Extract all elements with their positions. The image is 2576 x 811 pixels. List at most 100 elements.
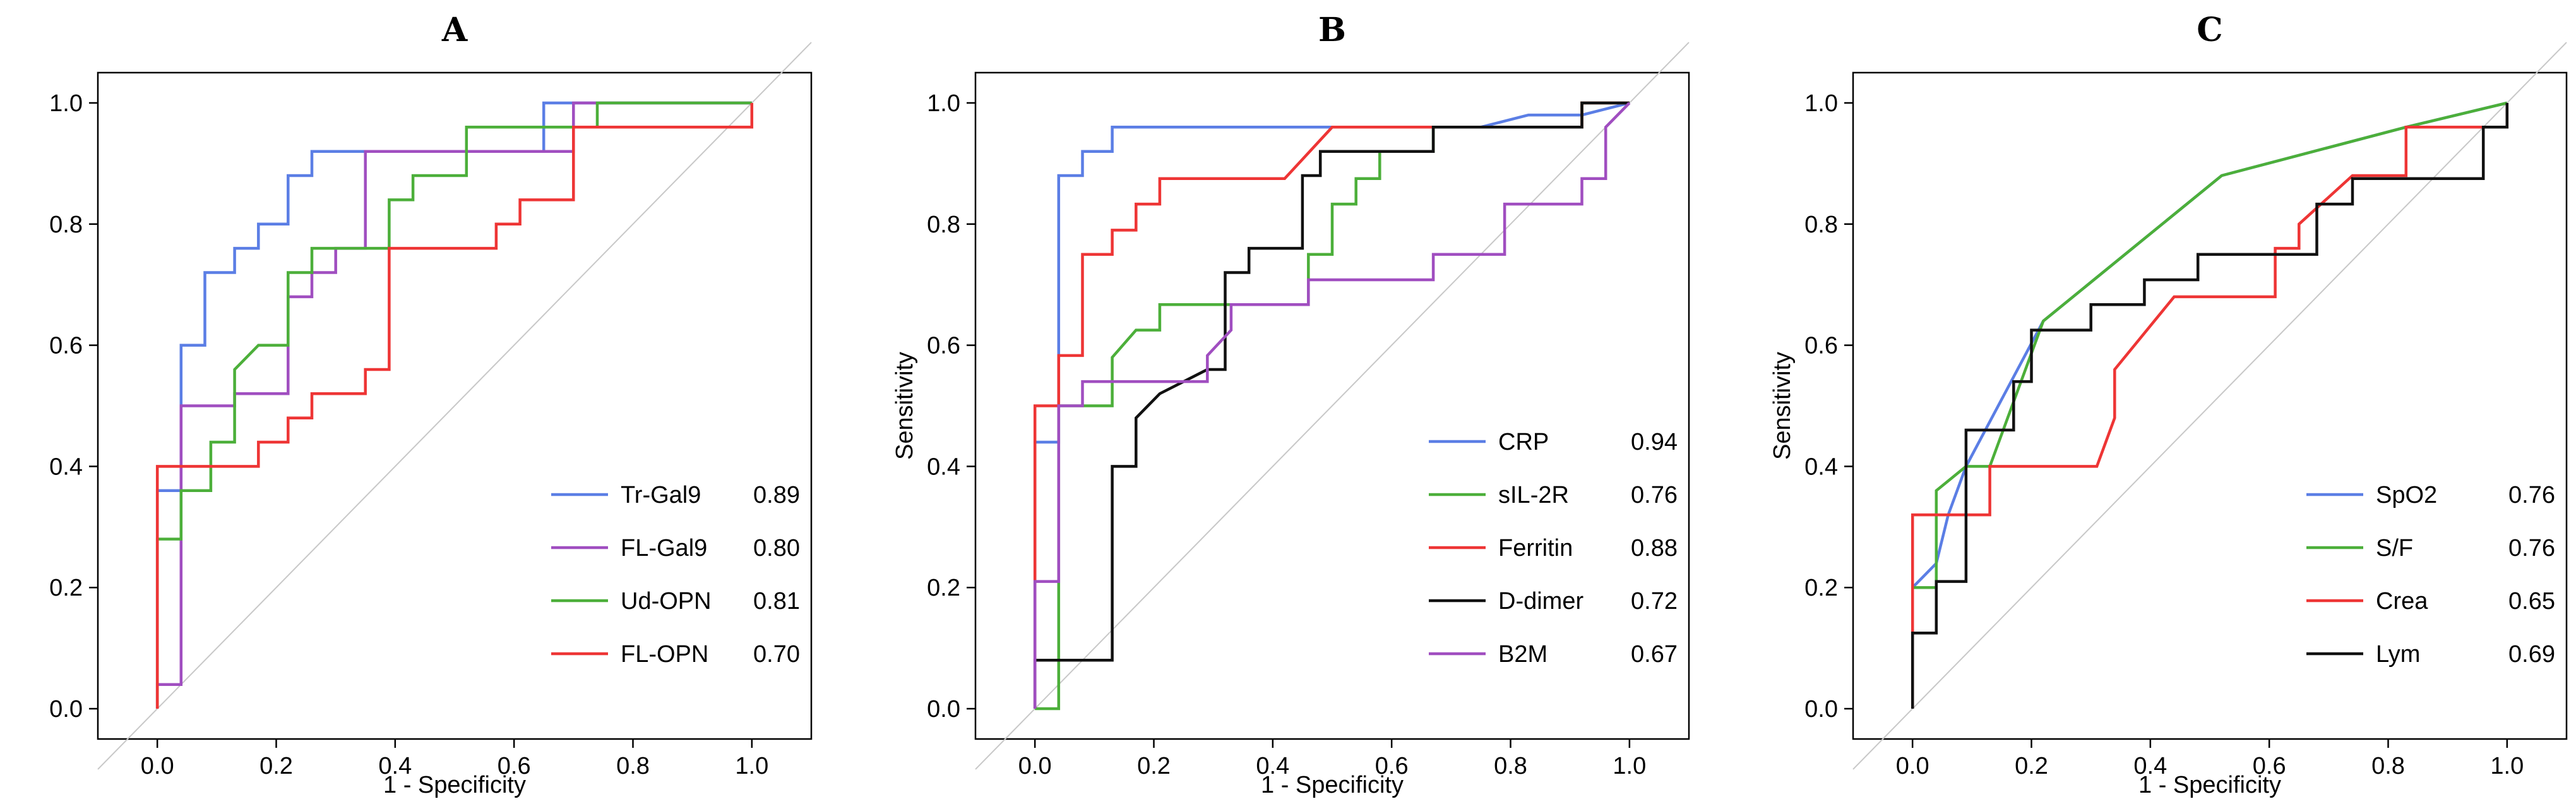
legend-label: CRP xyxy=(1498,429,1549,455)
panel-title: C xyxy=(2197,11,2222,49)
legend-auc: 0.80 xyxy=(753,535,800,562)
panel-c: C 0.0 0.2 0.4 0.6 0.8 1.0 0.0 0.2 0.4 0.6 0.8 1.0 1 -… xyxy=(1769,11,2568,798)
x-tick-label: 0.2 xyxy=(2015,753,2048,779)
y-tick-label: 0.4 xyxy=(927,454,960,480)
panel-b: B 0.0 0.2 0.4 0.6 0.8 1.0 0.0 0.2 0.4 0.6 0.8 1.0 1 -… xyxy=(891,11,1690,798)
reference-diagonal xyxy=(975,42,1690,770)
legend-item: S/F 0.76 xyxy=(2306,535,2555,562)
legend-auc: 0.72 xyxy=(1631,588,1678,615)
legend-item: CRP 0.94 xyxy=(1429,429,1678,455)
roc-curve-spo2 xyxy=(1911,101,2508,589)
legend-auc: 0.76 xyxy=(2508,482,2555,508)
x-tick-label: 1.0 xyxy=(1613,753,1646,779)
x-tick-label: 0.6 xyxy=(1375,753,1409,779)
legend-auc: 0.76 xyxy=(2508,535,2555,562)
roc-curve-crea xyxy=(1911,103,2509,709)
x-tick-label: 0.4 xyxy=(1256,753,1289,779)
y-tick-label: 1.0 xyxy=(1804,90,1838,117)
plot-frame xyxy=(97,71,813,740)
x-tick-label: 0.8 xyxy=(616,753,650,779)
y-tick-label: 0.6 xyxy=(1804,333,1838,359)
y-tick-label: 0.6 xyxy=(49,333,83,359)
legend-item: Lym 0.69 xyxy=(2306,641,2555,668)
legend-label: FL-Gal9 xyxy=(621,535,707,562)
legend-item: Ferritin 0.88 xyxy=(1429,535,1678,562)
x-tick-label: 1.0 xyxy=(735,753,768,779)
y-tick-label: 0.0 xyxy=(1804,696,1838,723)
plot-frame xyxy=(1852,71,2568,740)
legend-auc: 0.70 xyxy=(753,641,800,668)
x-axis-label: 1 - Specificity xyxy=(2138,772,2281,798)
reference-diagonal xyxy=(97,42,812,770)
x-tick-label: 0.6 xyxy=(498,753,531,779)
y-tick-label: 0.4 xyxy=(49,454,83,480)
x-tick-label: 1.0 xyxy=(2490,753,2524,779)
y-tick-label: 0.8 xyxy=(49,212,83,238)
y-tick-label: 0.8 xyxy=(1804,212,1838,238)
y-tick-label: 0.0 xyxy=(49,696,83,723)
x-tick-label: 0.8 xyxy=(1494,753,1527,779)
legend-auc: 0.88 xyxy=(1631,535,1678,562)
y-tick-label: 1.0 xyxy=(927,90,960,117)
legend-label: Lym xyxy=(2376,641,2420,668)
roc-curve-lym xyxy=(1911,103,2509,709)
legend-label: Ferritin xyxy=(1498,535,1573,562)
legend-auc: 0.76 xyxy=(1631,482,1678,508)
x-tick-label: 0.8 xyxy=(2371,753,2405,779)
panel-title: B xyxy=(1318,11,1346,49)
roc-curve-s-f xyxy=(1912,101,2508,589)
roc-curve-ud-opn xyxy=(155,101,752,709)
roc-curve-d-dimer xyxy=(1033,101,1630,709)
legend-item: Tr-Gal9 0.89 xyxy=(551,482,800,508)
x-axis-label: 1 - Specificity xyxy=(1261,772,1404,798)
x-tick-label: 0.6 xyxy=(2253,753,2286,779)
x-axis-label: 1 - Specificity xyxy=(383,772,526,798)
x-tick-label: 0.0 xyxy=(1896,753,1929,779)
y-tick-label: 1.0 xyxy=(49,90,83,117)
x-tick-label: 0.2 xyxy=(259,753,293,779)
legend-item: D-dimer 0.72 xyxy=(1429,588,1678,615)
x-tick-label: 0.4 xyxy=(378,753,412,779)
legend-item: Crea 0.65 xyxy=(2306,588,2555,615)
y-tick-label: 0.8 xyxy=(927,212,960,238)
roc-curve-crp xyxy=(1033,101,1630,709)
x-tick-label: 0.0 xyxy=(141,753,174,779)
panel-title: A xyxy=(441,11,468,49)
legend-auc: 0.69 xyxy=(2508,641,2555,668)
legend-label: Tr-Gal9 xyxy=(621,482,701,508)
legend-label: D-dimer xyxy=(1498,588,1583,615)
y-tick-label: 0.4 xyxy=(1804,454,1838,480)
legend-auc: 0.89 xyxy=(753,482,800,508)
plot-frame xyxy=(974,71,1690,740)
legend-auc: 0.67 xyxy=(1631,641,1678,668)
y-tick-label: 0.2 xyxy=(1804,575,1838,601)
y-tick-label: 0.0 xyxy=(927,696,960,723)
legend-auc: 0.65 xyxy=(2508,588,2555,615)
x-tick-label: 0.2 xyxy=(1137,753,1171,779)
legend-label: S/F xyxy=(2376,535,2413,562)
y-tick-label: 0.2 xyxy=(49,575,83,601)
legend-item: sIL-2R 0.76 xyxy=(1429,482,1678,508)
legend-item: Ud-OPN 0.81 xyxy=(551,588,800,615)
legend-auc: 0.94 xyxy=(1631,429,1678,455)
x-tick-label: 0.0 xyxy=(1018,753,1052,779)
roc-curve-b2m xyxy=(1033,102,1631,709)
x-tick-label: 0.4 xyxy=(2133,753,2167,779)
legend-item: B2M 0.67 xyxy=(1429,641,1678,668)
reference-diagonal xyxy=(1852,42,2567,770)
legend-label: FL-OPN xyxy=(621,641,708,668)
legend-item: FL-OPN 0.70 xyxy=(551,641,800,668)
legend-label: SpO2 xyxy=(2376,482,2437,508)
legend-item: FL-Gal9 0.80 xyxy=(551,535,800,562)
y-tick-label: 0.2 xyxy=(927,575,960,601)
legend-label: Crea xyxy=(2376,588,2428,615)
panel-a: A 0.0 0.2 0.4 0.6 0.8 1.0 0.0 0.2 0.4 0.6 0.8 1.0 1 -… xyxy=(49,11,813,798)
legend-label: B2M xyxy=(1498,641,1547,668)
roc-curve-fl-opn xyxy=(155,103,754,709)
legend-item: SpO2 0.76 xyxy=(2306,482,2555,508)
y-axis-label: Sensitivity xyxy=(891,352,918,460)
legend-label: sIL-2R xyxy=(1498,482,1569,508)
legend-label: Ud-OPN xyxy=(621,588,712,615)
y-axis-label: Sensitivity xyxy=(1769,352,1796,460)
